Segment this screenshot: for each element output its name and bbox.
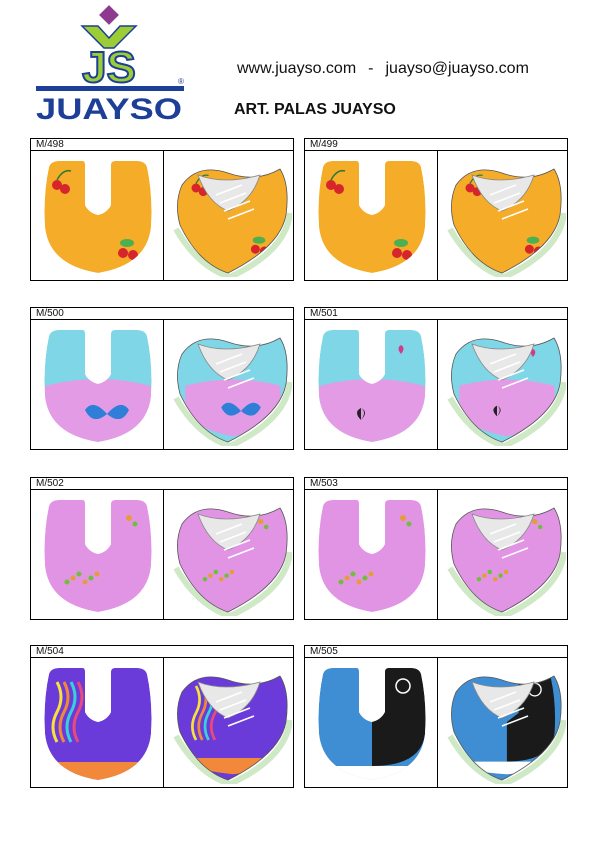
- logo-wordmark: JUAYSO: [36, 93, 182, 122]
- shoe-preview-image: [447, 337, 566, 446]
- logo-monogram: JS: [82, 43, 136, 92]
- article-code: M/500: [31, 308, 293, 320]
- article-code: M/498: [31, 139, 293, 151]
- logo-bar: [36, 86, 184, 91]
- logo-check-shape: [80, 25, 138, 49]
- card-divider: [437, 151, 438, 281]
- pala-pattern-image: [44, 161, 152, 273]
- article-code: M/499: [305, 139, 567, 151]
- card-divider: [163, 490, 164, 620]
- card-divider: [163, 320, 164, 450]
- article-code: M/501: [305, 308, 567, 320]
- card-divider: [437, 658, 438, 788]
- registered-mark: ®: [178, 77, 184, 86]
- card-divider: [163, 658, 164, 788]
- article-card: M/500: [30, 307, 294, 450]
- juayso-logo: JS JUAYSO ®: [36, 5, 184, 122]
- article-card: M/501: [304, 307, 568, 450]
- email-link[interactable]: juayso@juayso.com: [385, 60, 529, 77]
- website-link[interactable]: www.juayso.com: [237, 60, 357, 77]
- shoe-preview-image: [173, 168, 292, 277]
- shoe-preview-image: [447, 675, 566, 784]
- pala-pattern-image: [318, 161, 426, 273]
- page-title: ART. PALAS JUAYSO: [234, 101, 396, 118]
- card-divider: [437, 320, 438, 450]
- pala-pattern-image: [44, 500, 152, 612]
- logo-diamond: [99, 5, 119, 25]
- pala-pattern-image: [44, 668, 152, 780]
- shoe-preview-image: [173, 675, 292, 784]
- article-card: M/502: [30, 477, 294, 620]
- pala-pattern-image: [44, 330, 152, 442]
- pala-pattern-image: [318, 330, 426, 442]
- pala-pattern-image: [318, 668, 426, 780]
- shoe-preview-image: [173, 337, 292, 446]
- article-card: M/504: [30, 645, 294, 788]
- contact-line: www.juayso.com - juayso@juayso.com: [237, 60, 529, 78]
- contact-separator: -: [368, 60, 374, 77]
- article-card: M/499: [304, 138, 568, 281]
- article-card: M/505: [304, 645, 568, 788]
- article-code: M/504: [31, 646, 293, 658]
- article-card: M/498: [30, 138, 294, 281]
- shoe-preview-image: [173, 507, 292, 616]
- article-code: M/502: [31, 478, 293, 490]
- shoe-preview-image: [447, 168, 566, 277]
- article-code: M/505: [305, 646, 567, 658]
- card-divider: [163, 151, 164, 281]
- card-divider: [437, 490, 438, 620]
- article-card: M/503: [304, 477, 568, 620]
- article-code: M/503: [305, 478, 567, 490]
- shoe-preview-image: [447, 507, 566, 616]
- pala-pattern-image: [318, 500, 426, 612]
